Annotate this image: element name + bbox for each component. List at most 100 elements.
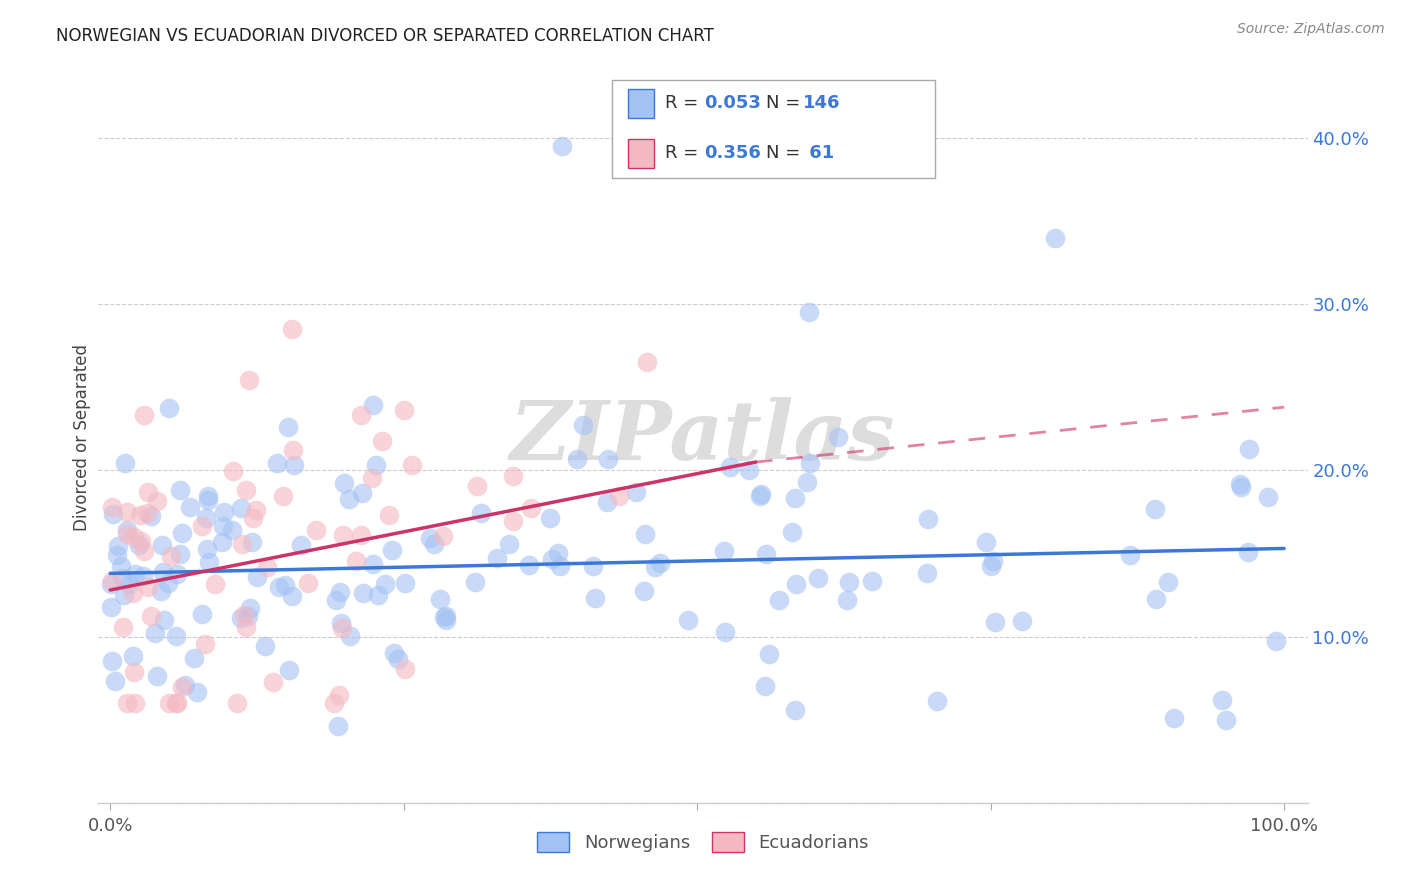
Point bbox=[429, 591, 451, 606]
Point bbox=[754, 679, 776, 693]
Point bbox=[145, 626, 167, 640]
Text: N =: N = bbox=[766, 95, 806, 112]
Point bbox=[572, 417, 595, 432]
Point bbox=[150, 538, 173, 552]
Point bbox=[195, 541, 218, 556]
Point bbox=[194, 637, 217, 651]
Point bbox=[212, 519, 235, 533]
Point bbox=[266, 456, 288, 470]
Point bbox=[114, 456, 136, 470]
Text: NORWEGIAN VS ECUADORIAN DIVORCED OR SEPARATED CORRELATION CHART: NORWEGIAN VS ECUADORIAN DIVORCED OR SEPA… bbox=[56, 27, 714, 45]
Point bbox=[434, 609, 457, 624]
Point bbox=[541, 552, 564, 566]
Point bbox=[714, 625, 737, 640]
Point bbox=[101, 574, 124, 589]
Point bbox=[100, 599, 122, 614]
Point bbox=[329, 585, 352, 599]
Point bbox=[145, 669, 167, 683]
Point bbox=[432, 529, 454, 543]
Point bbox=[136, 580, 159, 594]
Point bbox=[132, 569, 155, 583]
Point bbox=[128, 538, 150, 552]
Point bbox=[860, 574, 883, 588]
Point bbox=[290, 538, 312, 552]
Point bbox=[271, 490, 294, 504]
Point bbox=[678, 613, 700, 627]
Point bbox=[112, 620, 135, 634]
Point bbox=[1229, 476, 1251, 491]
Point bbox=[517, 558, 540, 572]
Point bbox=[624, 485, 647, 500]
Point bbox=[1215, 713, 1237, 727]
Point bbox=[169, 547, 191, 561]
Point bbox=[366, 458, 388, 472]
Text: R =: R = bbox=[665, 95, 704, 112]
Point bbox=[160, 549, 183, 563]
Point bbox=[1157, 575, 1180, 590]
Point bbox=[394, 662, 416, 676]
Point bbox=[350, 485, 373, 500]
Point bbox=[434, 613, 457, 627]
Point bbox=[115, 505, 138, 519]
Point bbox=[981, 554, 1004, 568]
Point bbox=[101, 507, 124, 521]
Point bbox=[124, 696, 146, 710]
Point bbox=[785, 577, 807, 591]
Point bbox=[152, 613, 174, 627]
Point bbox=[1211, 692, 1233, 706]
Point bbox=[122, 530, 145, 544]
Point bbox=[797, 305, 820, 319]
Point bbox=[785, 703, 807, 717]
Point bbox=[101, 655, 124, 669]
Point bbox=[166, 696, 188, 710]
Text: 0.356: 0.356 bbox=[704, 145, 761, 162]
Point bbox=[129, 508, 152, 522]
Point bbox=[165, 628, 187, 642]
Point bbox=[485, 550, 508, 565]
Point bbox=[582, 559, 605, 574]
Point bbox=[197, 493, 219, 508]
Point bbox=[170, 525, 193, 540]
Text: 0.053: 0.053 bbox=[704, 95, 761, 112]
Point bbox=[1011, 614, 1033, 628]
Point bbox=[281, 443, 304, 458]
Point bbox=[159, 401, 181, 415]
Point bbox=[328, 688, 350, 702]
Point bbox=[115, 696, 138, 710]
Point bbox=[278, 663, 301, 677]
Point bbox=[551, 139, 574, 153]
Point bbox=[502, 468, 524, 483]
Point bbox=[337, 491, 360, 506]
Point bbox=[183, 651, 205, 665]
Point bbox=[238, 373, 260, 387]
Point bbox=[637, 355, 659, 369]
Point bbox=[583, 591, 606, 605]
Point bbox=[174, 678, 197, 692]
Point bbox=[974, 535, 997, 549]
Point bbox=[115, 526, 138, 541]
Point bbox=[607, 489, 630, 503]
Point bbox=[172, 680, 194, 694]
Point bbox=[145, 494, 167, 508]
Point bbox=[433, 610, 456, 624]
Point bbox=[235, 483, 257, 497]
Point bbox=[1119, 549, 1142, 563]
Text: Source: ZipAtlas.com: Source: ZipAtlas.com bbox=[1237, 22, 1385, 37]
Point bbox=[352, 586, 374, 600]
Point bbox=[131, 533, 153, 548]
Point bbox=[749, 487, 772, 501]
Point bbox=[332, 528, 354, 542]
Point bbox=[718, 459, 741, 474]
Point bbox=[467, 479, 489, 493]
Point bbox=[377, 508, 399, 523]
Point bbox=[1144, 502, 1167, 516]
Point bbox=[394, 402, 416, 417]
Point bbox=[283, 458, 305, 472]
Text: 61: 61 bbox=[803, 145, 834, 162]
Point bbox=[749, 490, 772, 504]
Point bbox=[325, 592, 347, 607]
Point bbox=[269, 580, 291, 594]
Point bbox=[236, 608, 259, 623]
Point bbox=[326, 719, 349, 733]
Point bbox=[297, 575, 319, 590]
